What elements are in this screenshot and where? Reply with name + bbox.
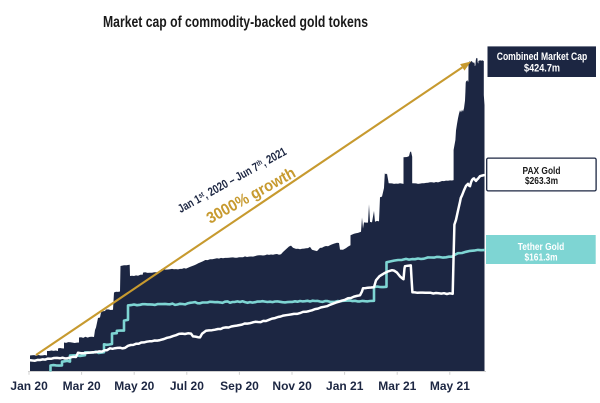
svg-text:Market cap of commodity-backed: Market cap of commodity-backed gold toke… [103, 14, 368, 31]
svg-text:Sep 20: Sep 20 [220, 379, 259, 393]
svg-text:Nov 20: Nov 20 [272, 379, 312, 393]
svg-text:Jan 21: Jan 21 [326, 379, 364, 393]
svg-text:Combined Market Cap: Combined Market Cap [497, 51, 588, 63]
svg-text:Jul 20: Jul 20 [170, 379, 204, 393]
svg-text:May 21: May 21 [430, 379, 470, 393]
svg-text:$424.7m: $424.7m [524, 62, 560, 74]
svg-text:Jan 20: Jan 20 [10, 379, 48, 393]
svg-text:$161.3m: $161.3m [525, 251, 558, 263]
svg-text:May 20: May 20 [114, 379, 154, 393]
svg-text:PAX Gold: PAX Gold [523, 165, 561, 177]
svg-text:Tether Gold: Tether Gold [518, 241, 565, 253]
svg-text:Mar 21: Mar 21 [378, 379, 416, 393]
svg-text:Mar 20: Mar 20 [63, 379, 101, 393]
svg-text:$263.3m: $263.3m [525, 175, 558, 187]
